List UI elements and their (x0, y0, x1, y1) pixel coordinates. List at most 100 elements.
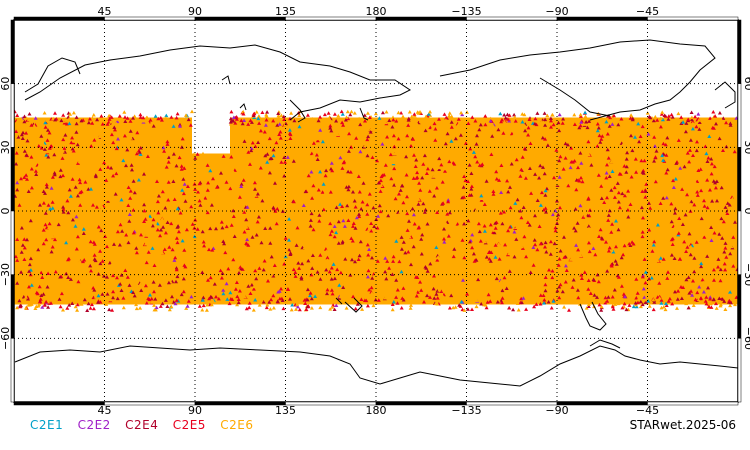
obs-point (34, 255, 38, 259)
obs-point (693, 283, 698, 287)
obs-point (149, 296, 154, 301)
obs-point (716, 265, 720, 269)
obs-point (513, 119, 518, 123)
obs-point (388, 152, 393, 157)
obs-point (692, 202, 697, 207)
obs-point (367, 247, 372, 251)
obs-point (479, 245, 484, 249)
obs-point (539, 190, 544, 195)
obs-point (721, 148, 725, 152)
obs-point (498, 211, 503, 215)
obs-point (209, 242, 214, 247)
obs-point (665, 135, 670, 140)
obs-point (271, 147, 276, 152)
obs-point (153, 284, 158, 289)
obs-point (44, 237, 49, 242)
obs-point (679, 115, 684, 119)
bottom-lon-label: −45 (636, 404, 659, 417)
obs-point (95, 117, 100, 122)
obs-point (459, 299, 464, 304)
obs-point (318, 305, 323, 310)
obs-point (293, 270, 298, 274)
obs-point (101, 215, 106, 219)
obs-point (310, 162, 315, 167)
obs-point (79, 233, 83, 238)
obs-point (240, 169, 245, 174)
obs-point (258, 128, 263, 133)
obs-point (391, 131, 395, 135)
obs-point (173, 301, 178, 306)
obs-point (291, 159, 296, 163)
obs-point (717, 296, 722, 300)
obs-point (295, 156, 300, 160)
obs-point (67, 124, 72, 129)
obs-point (352, 111, 357, 115)
obs-point (256, 253, 261, 258)
obs-point (711, 271, 716, 275)
obs-point (288, 136, 293, 140)
obs-point (469, 171, 474, 175)
obs-point (40, 245, 45, 249)
obs-point (607, 174, 612, 178)
obs-point (442, 237, 446, 241)
left-lat-label: −30 (0, 263, 12, 286)
obs-point (446, 198, 451, 202)
obs-point (399, 291, 404, 295)
scale-segment (737, 147, 742, 212)
obs-point (496, 172, 501, 176)
obs-point (468, 146, 473, 151)
obs-point (396, 158, 400, 162)
obs-point (229, 236, 234, 241)
obs-point (719, 294, 724, 298)
obs-point (139, 288, 144, 292)
obs-point (44, 153, 49, 157)
obs-point (261, 267, 266, 272)
obs-point (220, 225, 225, 230)
obs-point (246, 122, 251, 126)
obs-point (276, 234, 281, 239)
obs-point (636, 297, 641, 301)
obs-point (162, 149, 167, 153)
obs-point (504, 225, 509, 230)
obs-point (323, 191, 328, 195)
obs-point (350, 138, 355, 142)
obs-point (112, 242, 116, 246)
obs-point (202, 243, 207, 248)
obs-point (111, 233, 116, 238)
obs-point (291, 199, 296, 204)
obs-point (182, 166, 187, 170)
obs-point (61, 308, 65, 312)
obs-point (593, 190, 598, 195)
obs-point (50, 245, 55, 249)
obs-point (451, 305, 456, 310)
obs-point (441, 201, 446, 205)
obs-point (138, 282, 143, 286)
obs-point (260, 110, 265, 114)
obs-point (262, 130, 267, 134)
obs-point (709, 225, 714, 229)
obs-point (641, 286, 646, 291)
obs-point (126, 185, 131, 189)
obs-point (398, 188, 403, 192)
obs-point (119, 197, 124, 202)
obs-point (171, 157, 176, 161)
obs-point (252, 180, 257, 185)
obs-point (342, 146, 347, 151)
obs-point (76, 225, 81, 229)
obs-point (424, 283, 429, 287)
obs-point (411, 137, 416, 141)
obs-point (289, 307, 294, 312)
obs-point (616, 200, 621, 204)
obs-point (364, 160, 369, 164)
obs-point (89, 217, 94, 222)
obs-point (318, 128, 323, 132)
obs-point (481, 254, 486, 258)
legend-item-c2e4: C2E4 (125, 418, 159, 432)
obs-point (543, 275, 548, 279)
obs-point (658, 124, 663, 129)
obs-point (723, 205, 728, 209)
obs-point (265, 267, 270, 271)
obs-point (414, 275, 418, 279)
obs-point (669, 230, 674, 234)
obs-point (244, 306, 249, 311)
